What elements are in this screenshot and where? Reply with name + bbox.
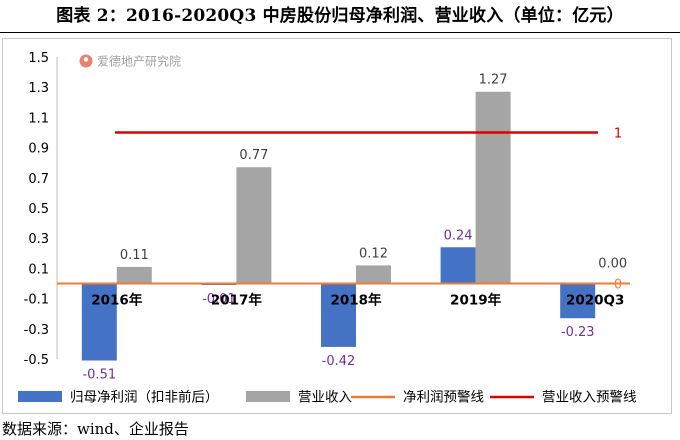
x-category-label: 2016年 — [91, 292, 143, 309]
watermark-text: 爱德地产研究院 — [97, 54, 181, 69]
bars-layer — [81, 91, 596, 361]
profit-value-label: -0.01 — [202, 292, 236, 307]
revenue-bar — [236, 167, 272, 284]
profit-warning-label: 0 — [614, 278, 622, 293]
revenue-value-label: 0.77 — [239, 148, 268, 163]
legend-revenue-label: 营业收入 — [298, 390, 352, 406]
profit-bar — [560, 283, 596, 319]
revenue-bar — [356, 265, 391, 284]
legend-profit-swatch — [18, 391, 62, 402]
revenue-value-label: 1.27 — [479, 73, 508, 88]
y-tick-label: 0.5 — [28, 202, 49, 217]
axis-layer: 1.5 1.3 1.1 0.9 0.7 0.5 0.3 0.1 -0.1 -0.3 -0.5 — [24, 51, 58, 368]
legend-revenue-warning-label: 营业收入预警线 — [542, 390, 637, 406]
chart-frame — [2, 38, 672, 414]
revenue-warning-label: 1 — [614, 127, 622, 142]
watermark-logo-dot — [83, 57, 89, 62]
x-category-label: 2019年 — [450, 292, 502, 309]
y-tick-label: 0.9 — [28, 142, 49, 157]
profit-value-label: -0.23 — [561, 325, 595, 340]
profit-value-label: -0.51 — [82, 368, 116, 383]
y-tick-label: 1.1 — [28, 111, 49, 126]
legend: 归母净利润（扣非前后） 营业收入 净利润预警线 营业收入预警线 — [18, 389, 637, 406]
profit-bar — [321, 283, 356, 347]
x-category-label: 2017年 — [211, 292, 263, 309]
x-category-label: 2020Q3 — [566, 293, 624, 309]
revenue-value-label: 0.12 — [359, 246, 388, 261]
y-tick-label: -0.5 — [24, 353, 49, 368]
y-tick-label: -0.1 — [24, 293, 49, 308]
watermark: 爱德地产研究院 — [79, 54, 181, 69]
y-tick-label: 0.1 — [28, 262, 49, 277]
profit-value-label: -0.42 — [322, 354, 356, 369]
legend-profit-warning-label: 净利润预警线 — [403, 390, 484, 406]
legend-revenue-swatch — [246, 391, 290, 402]
y-tick-label: 1.3 — [28, 81, 49, 96]
title-underline — [0, 32, 680, 33]
profit-bar — [81, 283, 117, 361]
y-tick-label: 0.3 — [28, 232, 49, 247]
revenue-value-label: 0.00 — [598, 257, 627, 272]
legend-profit-label: 归母净利润（扣非前后） — [70, 389, 219, 406]
source-note: 数据来源：wind、企业报告 — [2, 420, 189, 438]
labels-layer: -0.51 0.11 2016年 -0.01 0.77 2017年 -0.42 0.12 201… — [82, 73, 627, 383]
warning-lines-layer — [57, 131, 630, 285]
revenue-value-label: 0.11 — [120, 248, 149, 263]
profit-value-label: 0.24 — [444, 228, 473, 243]
y-tick-label: -0.3 — [24, 323, 49, 338]
x-category-label: 2018年 — [330, 292, 382, 309]
revenue-bar — [475, 91, 511, 284]
bar-chart: 1.5 1.3 1.1 0.9 0.7 0.5 0.3 0.1 -0.1 -0.3 -0.5 -0.… — [18, 51, 637, 406]
y-tick-label: 1.5 — [28, 51, 49, 66]
profit-bar — [440, 247, 476, 284]
y-tick-label: 0.7 — [28, 172, 49, 187]
chart-title: 图表 2：2016-2020Q3 中房股份归母净利润、营业收入（单位：亿元） — [56, 6, 624, 26]
revenue-bar — [116, 266, 152, 284]
